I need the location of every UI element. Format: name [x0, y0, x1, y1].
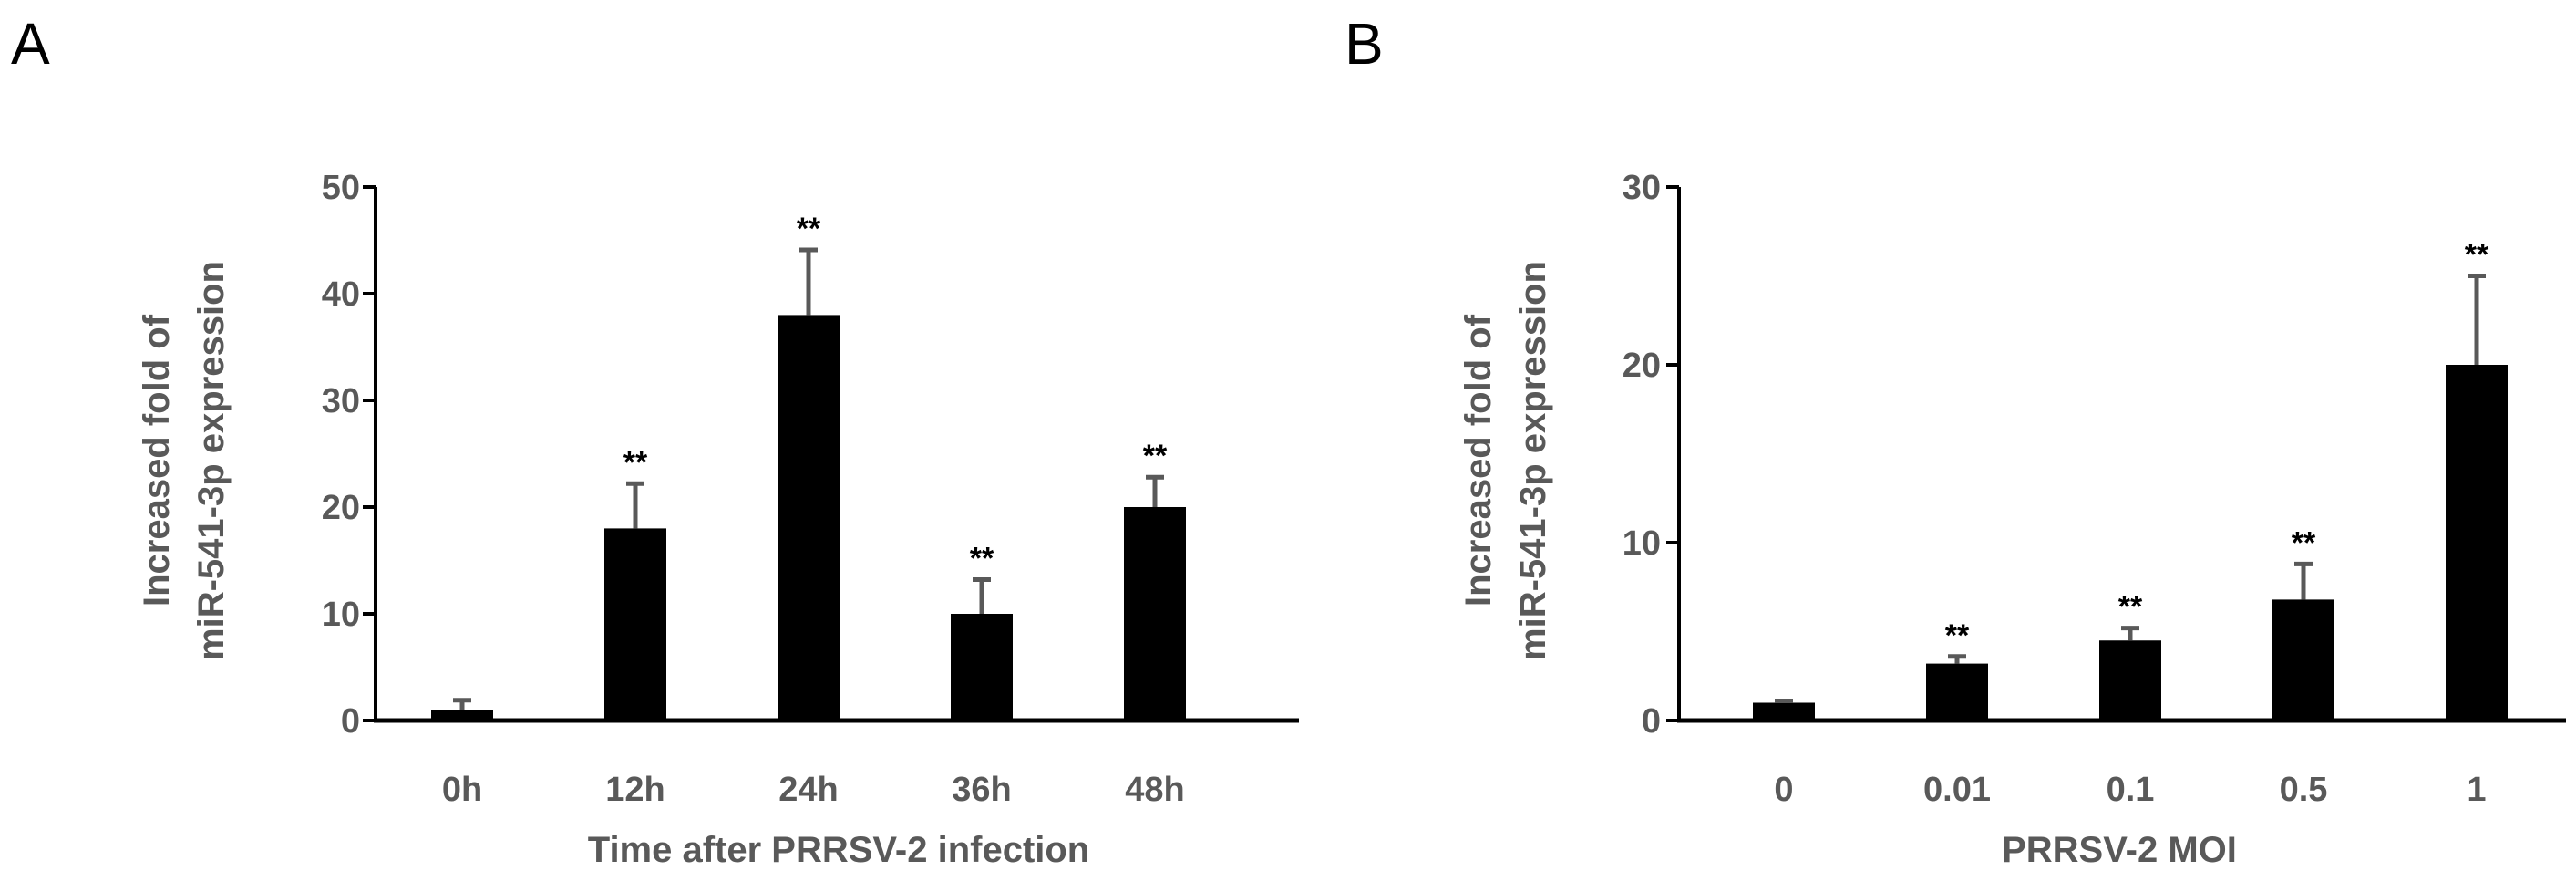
x-tick-label-a: 12h — [605, 771, 665, 809]
y-axis-title-line2-a: miR-541-3p expression — [191, 261, 232, 660]
x-tick-label-a: 48h — [1125, 771, 1184, 809]
bar-b — [2099, 640, 2161, 720]
bar-b — [1926, 663, 1988, 720]
panel-label-b: B — [1345, 11, 1384, 77]
bar-a — [431, 710, 493, 720]
y-tick-label-a: 50 — [322, 169, 360, 207]
significance-label-a: ** — [797, 212, 821, 246]
y-tick-label-a: 20 — [322, 489, 360, 527]
bar-b — [2272, 599, 2334, 720]
x-tick-label-b: 0.1 — [2107, 771, 2155, 809]
bar-b — [1753, 702, 1815, 720]
significance-label-b: ** — [1945, 618, 1970, 653]
bar-b — [2446, 365, 2508, 720]
bar-a — [951, 614, 1013, 720]
y-axis-title-line1-a: Increased fold of — [137, 314, 177, 606]
y-ticks-b: 0 10 20 30 — [1623, 169, 1679, 741]
x-ticks-b: 0 0.01 0.1 0.5 1 — [1774, 771, 2486, 809]
axes-a — [374, 187, 1299, 723]
y-tick-label-a: 40 — [322, 275, 360, 314]
y-ticks-a: 0 10 20 30 40 50 — [322, 169, 376, 741]
significance-label-a: ** — [623, 445, 648, 480]
y-axis-title-line2-b: miR-541-3p expression — [1513, 261, 1553, 660]
y-tick-label-a: 0 — [341, 702, 360, 741]
y-tick-label-b: 20 — [1623, 347, 1661, 385]
x-tick-label-a: 24h — [778, 771, 838, 809]
y-axis-title-line1-b: Increased fold of — [1458, 314, 1499, 606]
panel-label-a: A — [11, 11, 50, 77]
x-tick-label-a: 36h — [952, 771, 1011, 809]
bar-a — [1124, 507, 1186, 720]
y-tick-label-a: 30 — [322, 382, 360, 420]
x-tick-label-b: 0 — [1774, 771, 1793, 809]
significance-label-b: ** — [2292, 525, 2316, 560]
bar-a — [778, 315, 840, 720]
y-tick-label-b: 0 — [1642, 702, 1661, 741]
y-tick-label-b: 30 — [1623, 169, 1661, 207]
x-tick-label-a: 0h — [442, 771, 482, 809]
axes-b — [1677, 187, 2566, 723]
significance-label-b: ** — [2465, 238, 2489, 273]
chart-panel-b: B Increased fold of miR-541-3p expressio… — [1345, 11, 2566, 870]
significance-label-a: ** — [970, 542, 994, 576]
significance-label-b: ** — [2118, 590, 2143, 625]
significance-label-a: ** — [1143, 439, 1168, 473]
bar-a — [604, 528, 666, 720]
x-axis-title-a: Time after PRRSV-2 infection — [588, 830, 1090, 870]
x-tick-label-b: 1 — [2467, 771, 2486, 809]
y-tick-label-a: 10 — [322, 596, 360, 634]
x-axis-title-b: PRRSV-2 MOI — [2002, 830, 2237, 870]
bars-a: ** ** ** ** — [431, 212, 1186, 720]
x-ticks-a: 0h 12h 24h 36h 48h — [442, 771, 1185, 809]
x-tick-label-b: 0.01 — [1923, 771, 1991, 809]
bars-b: ** ** ** ** — [1753, 238, 2508, 720]
chart-panel-a: A Increased fold of miR-541-3p expressio… — [11, 11, 1299, 870]
x-tick-label-b: 0.5 — [2280, 771, 2328, 809]
y-tick-label-b: 10 — [1623, 524, 1661, 563]
